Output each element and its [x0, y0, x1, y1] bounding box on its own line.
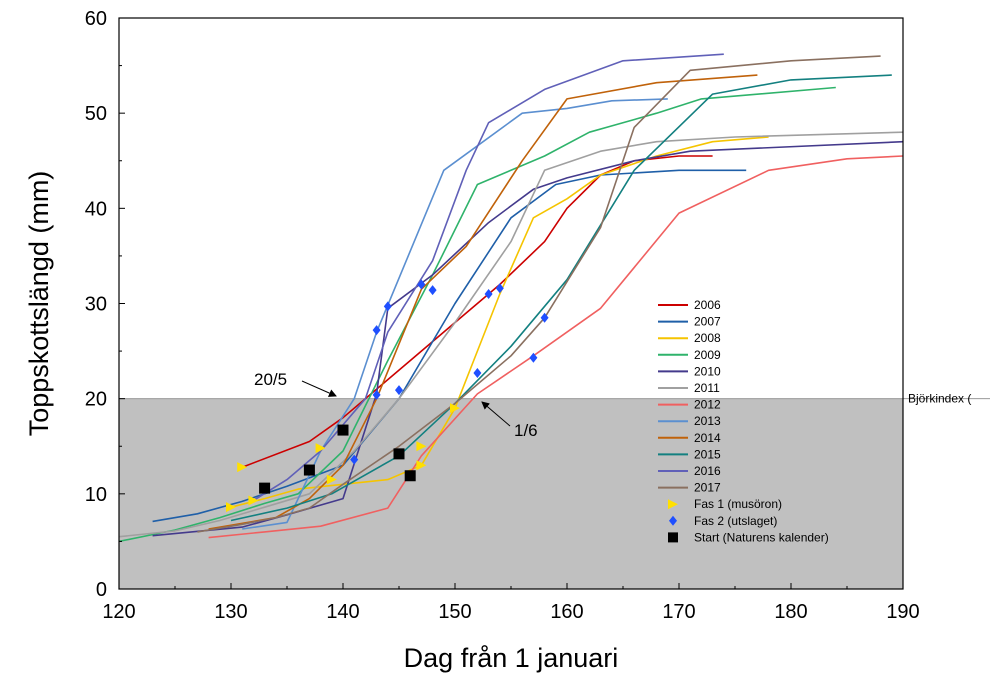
marker-diamond-11 — [540, 312, 549, 323]
x-axis-title: Dag från 1 januari — [404, 643, 619, 673]
marker-square-2 — [337, 424, 349, 436]
series-line-2016 — [252, 53, 724, 502]
y-tick-label: 50 — [85, 103, 107, 125]
marker-diamond-1 — [372, 389, 381, 400]
x-tick-label: 150 — [438, 601, 471, 623]
marker-triangle-right-6 — [416, 460, 427, 471]
marker-triangle-right-4 — [326, 474, 337, 485]
x-tick-label: 160 — [550, 601, 583, 623]
marker-diamond-0 — [350, 454, 359, 465]
series-line-2017 — [197, 55, 881, 533]
marker-square-4 — [404, 470, 416, 482]
marker-triangle-right-5 — [416, 441, 427, 452]
legend-label: 2007 — [694, 315, 721, 329]
marker-diamond-6 — [428, 285, 437, 296]
plot-area — [118, 17, 990, 590]
legend-label: Fas 2 (utslaget) — [694, 514, 777, 528]
x-tick-label: 120 — [102, 601, 135, 623]
x-tick-label: 140 — [326, 601, 359, 623]
x-tick-label: 190 — [886, 601, 919, 623]
y-tick-label: 20 — [85, 389, 107, 411]
legend-label: 2014 — [694, 431, 721, 445]
legend-label: 2017 — [694, 481, 721, 495]
series-layer — [118, 53, 904, 543]
legend: 2006 2007 2008 2009 2010 2011 2012 2013 2014 2015… — [658, 298, 829, 544]
y-tick-label: 60 — [85, 8, 107, 30]
legend-label: 2015 — [694, 447, 721, 461]
legend-label: Fas 1 (musöron) — [694, 497, 782, 511]
annotation-20-5: 20/5 — [254, 370, 337, 397]
series-line-2013 — [242, 98, 668, 530]
marker-diamond-10 — [529, 352, 538, 363]
marker-diamond-7 — [473, 367, 482, 378]
annotation-20-5-text: 20/5 — [254, 370, 287, 389]
x-tick-label: 130 — [214, 601, 247, 623]
legend-label: 2010 — [694, 364, 721, 378]
series-line-2015 — [230, 74, 892, 522]
y-tick-label: 40 — [85, 198, 107, 220]
threshold-label: Björkindex ( — [908, 392, 971, 406]
series-line-2012 — [208, 155, 904, 539]
y-axis-ticks: 0 10 20 30 40 50 60 — [85, 8, 125, 601]
legend-label: 2006 — [694, 298, 721, 312]
axes: 120 130 140 150 160 170 180 190 0 10 20 30 40 50 60 — [85, 8, 920, 623]
x-tick-label: 170 — [662, 601, 695, 623]
marker-diamond-5 — [417, 279, 426, 290]
legend-label: 2009 — [694, 348, 721, 362]
y-tick-label: 0 — [96, 579, 107, 601]
annotation-1-6-text: 1/6 — [514, 421, 538, 440]
y-tick-label: 10 — [85, 484, 107, 506]
marker-square-0 — [259, 482, 271, 494]
series-line-2007 — [152, 169, 747, 523]
legend-label: 2012 — [694, 398, 721, 412]
marker-diamond-3 — [383, 301, 392, 312]
legend-label: 2016 — [694, 464, 721, 478]
legend-marker-triangle-right — [668, 499, 678, 510]
legend-label: 2011 — [694, 381, 720, 395]
marker-triangle-right-7 — [450, 403, 460, 414]
legend-label: Start (Naturens kalender) — [694, 530, 829, 544]
marker-diamond-8 — [484, 288, 493, 299]
marker-triangle-right-3 — [315, 443, 326, 454]
series-line-2011 — [118, 131, 904, 538]
marker-diamond-4 — [395, 385, 403, 396]
marker-diamond-9 — [495, 283, 504, 294]
legend-label: 2008 — [694, 331, 721, 345]
legend-label: 2013 — [694, 414, 721, 428]
x-tick-label: 180 — [774, 601, 807, 623]
annotation-1-6: 1/6 — [481, 401, 538, 440]
annotation-1-6-arrow — [481, 401, 511, 427]
marker-triangle-right-2 — [248, 495, 259, 506]
marker-layer — [226, 279, 549, 513]
legend-marker-diamond — [669, 515, 677, 526]
y-axis-title: Toppskottslängd (mm) — [24, 171, 54, 437]
marker-diamond-2 — [372, 325, 381, 336]
marker-square-3 — [393, 448, 405, 460]
legend-marker-square — [668, 532, 678, 543]
y-tick-label: 30 — [85, 294, 107, 316]
marker-triangle-right-0 — [237, 462, 248, 473]
marker-triangle-right-1 — [226, 502, 236, 513]
x-axis-ticks: 120 130 140 150 160 170 180 190 — [102, 583, 920, 623]
marker-square-1 — [303, 464, 315, 476]
threshold-band — [119, 398, 903, 589]
annotation-20-5-arrow — [301, 380, 337, 397]
